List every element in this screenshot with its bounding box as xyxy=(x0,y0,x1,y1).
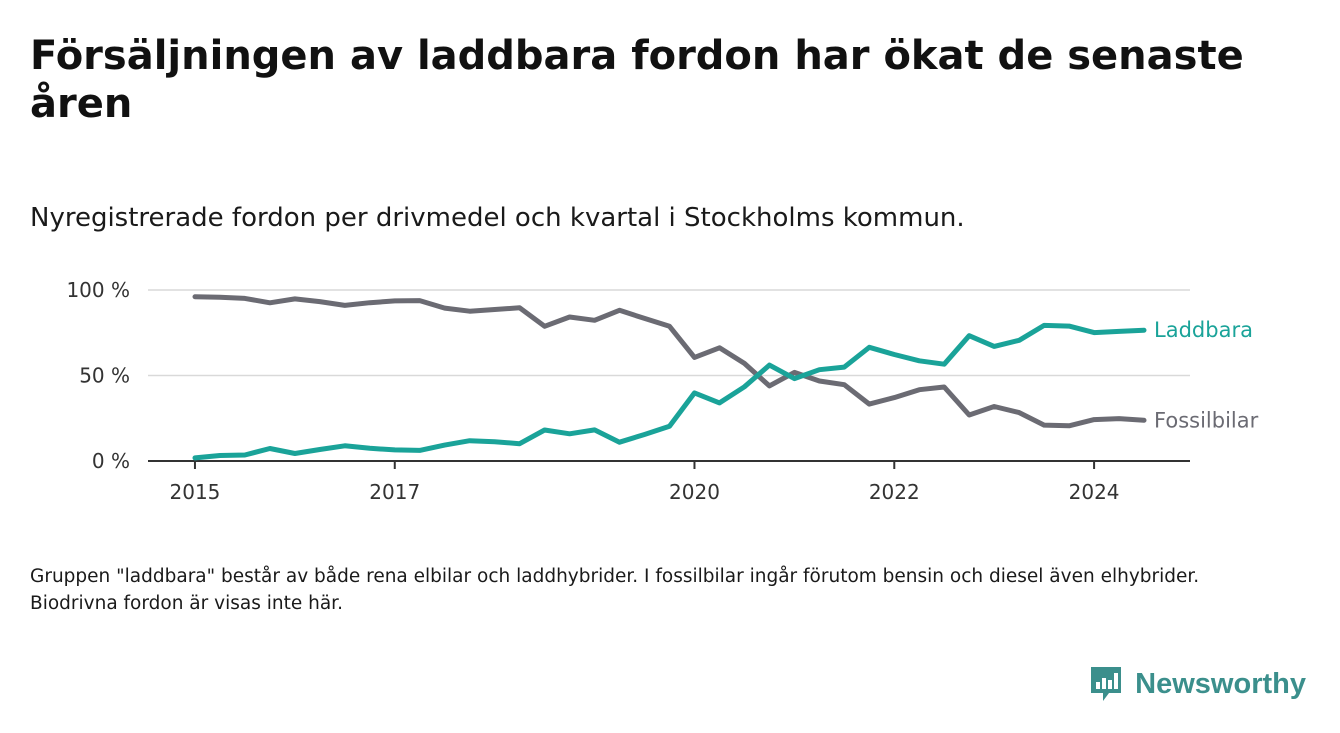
footnote: Gruppen "laddbara" består av både rena e… xyxy=(30,566,1200,614)
series-line-fossilbilar xyxy=(192,294,1147,429)
y-tick-label: 50 % xyxy=(79,364,130,388)
x-tick-label: 2022 xyxy=(869,480,920,504)
chart-subtitle: Nyregistrerade fordon per drivmedel och … xyxy=(30,203,965,233)
series-labels: Fossilbilar Laddbara xyxy=(1154,318,1259,432)
x-tick-label: 2020 xyxy=(669,480,720,504)
series-line-laddbara xyxy=(192,322,1147,461)
page-title: Försäljningen av laddbara fordon har öka… xyxy=(30,33,1244,127)
series-label-fossilbilar: Fossilbilar xyxy=(1154,408,1259,432)
x-tick-label: 2017 xyxy=(369,480,420,504)
newsworthy-logo-icon xyxy=(1091,667,1122,701)
series-lines xyxy=(192,294,1147,461)
x-tick-label: 2015 xyxy=(170,480,221,504)
y-tick-label: 0 % xyxy=(92,449,130,473)
brand-logo[interactable]: Newsworthy xyxy=(1089,665,1306,703)
line-chart: 0 % 50 % 100 % 2015 2017 2020 2022 2024 Fossil… xyxy=(66,278,1259,504)
brand-name: Newsworthy xyxy=(1135,667,1306,700)
series-label-laddbara: Laddbara xyxy=(1154,318,1253,342)
y-axis-ticks: 0 % 50 % 100 % xyxy=(66,278,130,473)
x-axis-ticks: 2015 2017 2020 2022 2024 xyxy=(170,461,1120,504)
gridlines xyxy=(148,289,1190,377)
x-tick-label: 2024 xyxy=(1069,480,1120,504)
y-tick-label: 100 % xyxy=(66,278,130,302)
